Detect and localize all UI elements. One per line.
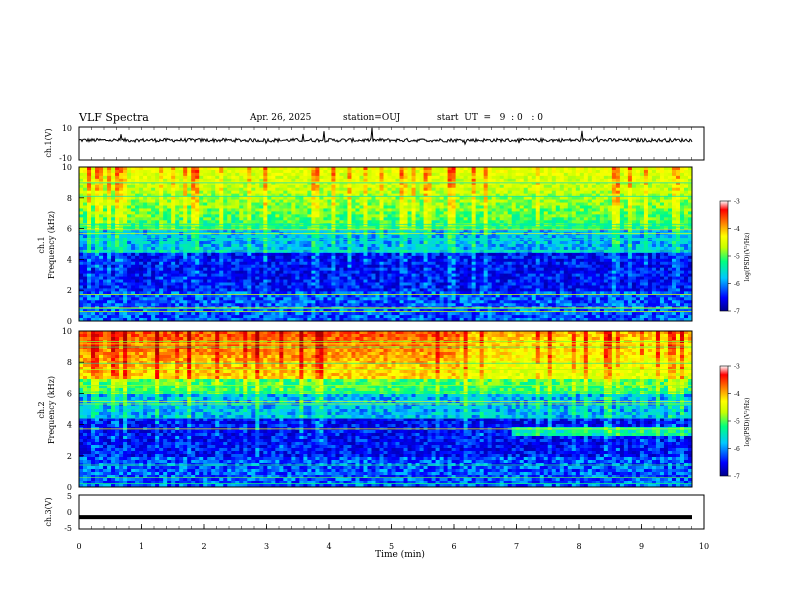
ch1-ytick-top: 10 <box>62 124 72 133</box>
ch3-ytick-top: 5 <box>67 492 72 501</box>
ch1-colorbar-tick: -7 <box>734 309 740 316</box>
x-tick-label: 1 <box>139 542 144 551</box>
ch2-spectrogram-frame <box>78 330 693 488</box>
ch1-spec-ytick: 4 <box>67 255 72 264</box>
ch1-spec-ylabel-top: ch.1 <box>37 236 46 253</box>
ch1-spec-ytick: 2 <box>67 286 72 295</box>
x-tick-label: 10 <box>699 542 709 551</box>
ch1-colorbar-tick: -6 <box>734 281 740 288</box>
ch1-ytick-bottom: -10 <box>59 154 72 163</box>
ch2-spec-ytick: 6 <box>67 389 72 398</box>
ch2-spec-ytick: 8 <box>67 358 72 367</box>
ch1-colorbar-tick: -3 <box>734 199 740 206</box>
ch2-colorbar-tick: -3 <box>734 364 740 371</box>
start-time-label: start UT = 9 : 0 : 0 <box>437 113 543 123</box>
ch2-colorbar-tick: -6 <box>734 446 740 453</box>
x-tick-label: 2 <box>201 542 206 551</box>
x-tick-label: 0 <box>76 542 81 551</box>
ch1-spec-ytick: 10 <box>62 163 72 172</box>
x-tick-label: 6 <box>451 542 456 551</box>
ch1-spec-ytick: 8 <box>67 194 72 203</box>
ch2-spec-ytick: 10 <box>62 327 72 336</box>
ch1-colorbar-label: log(PSD)(V²/Hz) <box>744 233 751 282</box>
station-label: station=OUJ <box>343 113 401 123</box>
ch2-colorbar-label: log(PSD)(V²/Hz) <box>744 398 751 447</box>
date-label: Apr. 26, 2025 <box>250 113 312 123</box>
x-tick-label: 9 <box>639 542 644 551</box>
ch1-colorbar <box>719 200 729 312</box>
x-axis-label: Time (min) <box>375 549 425 560</box>
ch1-colorbar-tick: -5 <box>734 254 740 261</box>
ch1-spec-ytick: 6 <box>67 225 72 234</box>
ch1-waveform-panel: 10 -10 ch.1(V) <box>44 124 705 163</box>
x-tick-label: 7 <box>514 542 519 551</box>
ch2-spec-ytick: 2 <box>67 452 72 461</box>
ch2-spec-ylabel-top: ch.2 <box>37 401 46 418</box>
x-tick-label: 5 <box>389 542 394 551</box>
ch1-spec-ylabel: Frequency (kHz) <box>47 211 56 279</box>
x-tick-label: 3 <box>264 542 269 551</box>
ch1-spec-ytick: 0 <box>67 317 72 326</box>
ch3-ylabel: ch.3(V) <box>44 497 53 526</box>
x-tick-label: 8 <box>576 542 581 551</box>
ch3-ytick-bottom: -5 <box>64 524 72 533</box>
ch2-spec-ytick: 0 <box>67 483 72 492</box>
ch2-colorbar-tick: -4 <box>734 391 740 398</box>
ch3-ytick-mid: 0 <box>67 508 72 517</box>
ch3-waveform-frame <box>78 494 705 530</box>
ch2-colorbar-tick: -7 <box>734 474 740 481</box>
x-tick-label: 4 <box>326 542 331 551</box>
ch2-colorbar <box>719 365 729 477</box>
ch3-waveform-panel: 5 0 -5 ch.3(V) 0 1 2 3 4 5 6 7 8 9 10 Time (min) <box>44 127 709 560</box>
figure-title: VLF Spectra <box>79 111 149 124</box>
ch1-spectrogram-frame <box>78 166 693 322</box>
ch1-spectrogram-cells <box>79 167 693 322</box>
ch1-colorbar-tick: -4 <box>734 226 740 233</box>
ch2-spectrogram-cells <box>79 331 693 488</box>
ch2-spec-ylabel: Frequency (kHz) <box>47 376 56 444</box>
ch2-colorbar-tick: -5 <box>734 419 740 426</box>
ch1-waveform-frame <box>78 126 705 161</box>
ch2-spec-ytick: 4 <box>67 421 72 430</box>
ch1-ylabel: ch.1(V) <box>44 128 53 157</box>
ch1-waveform-line <box>78 127 693 146</box>
